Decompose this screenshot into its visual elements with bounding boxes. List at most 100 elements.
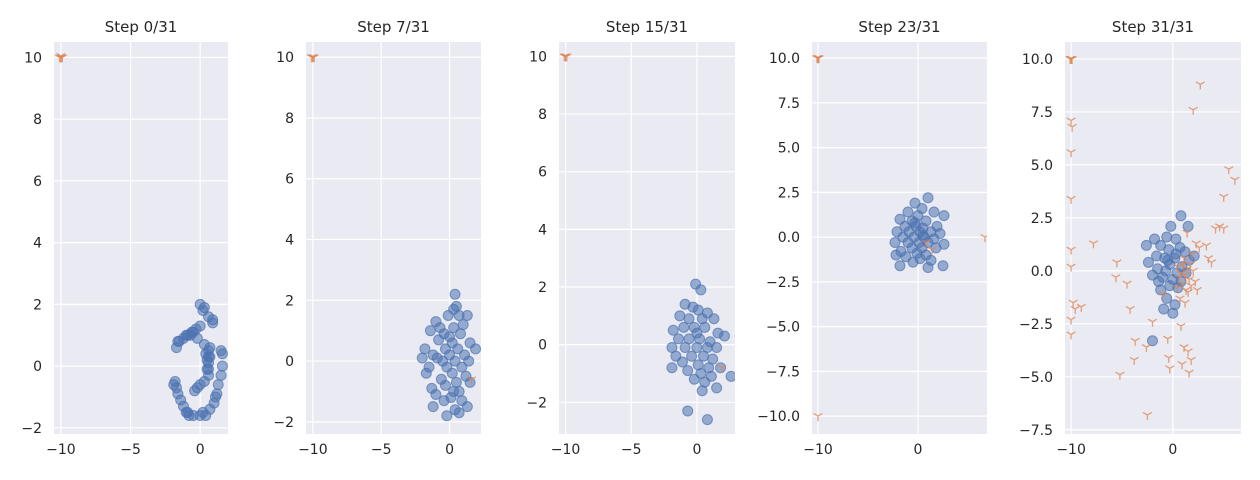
data-point [1167, 307, 1179, 319]
data-point [1068, 299, 1078, 308]
data-point [1192, 287, 1202, 296]
data-point [1125, 306, 1135, 315]
data-point [207, 314, 219, 326]
x-tick-label: −5 [621, 442, 642, 458]
data-point [454, 328, 466, 340]
data-point [1112, 259, 1122, 268]
data-point [452, 343, 464, 355]
data-point [424, 325, 436, 337]
data-point [56, 52, 66, 62]
data-point [667, 324, 679, 336]
data-point [1066, 331, 1076, 340]
data-point [937, 260, 949, 272]
data-point [1147, 318, 1158, 327]
y-tick-label: 0.0 [778, 230, 800, 246]
data-point [306, 54, 317, 63]
x-tick-label: 0 [914, 442, 923, 458]
data-point [433, 334, 445, 346]
y-tick-label: −2.5 [1019, 317, 1053, 333]
y-tick-label: 2.5 [778, 185, 800, 201]
data-point [686, 350, 698, 362]
data-point [1164, 354, 1174, 363]
data-point [1140, 239, 1152, 251]
data-point [1158, 291, 1168, 300]
data-point [438, 395, 450, 407]
data-point [717, 364, 727, 373]
data-point [938, 210, 950, 222]
data-point [461, 401, 473, 413]
data-point [902, 206, 914, 218]
data-point [1184, 369, 1194, 378]
y-tick-label: 4 [33, 236, 42, 252]
data-point [1163, 335, 1173, 344]
data-point [1088, 240, 1099, 249]
data-point [1201, 242, 1211, 251]
data-point [466, 376, 476, 385]
panel-2: −10 −5 0 −2 0 2 4 6 8 10 Step 7/31 [273, 18, 481, 458]
data-point [889, 236, 901, 248]
data-point [682, 365, 694, 377]
y-tick-label: −2.5 [766, 275, 800, 291]
x-tick-label: −10 [1056, 442, 1086, 458]
y-tick-label: 2 [538, 280, 547, 296]
y-tick-label: 0 [285, 354, 294, 370]
data-point [1065, 56, 1075, 65]
data-point [203, 363, 215, 375]
data-point [1182, 229, 1192, 238]
y-tick-label: 10 [529, 49, 547, 65]
data-point [1129, 356, 1139, 365]
data-point [1161, 292, 1173, 304]
data-point [907, 256, 919, 268]
y-tick-label: 8 [538, 107, 547, 123]
data-point [1194, 244, 1204, 253]
x-tick-label: −10 [803, 442, 833, 458]
panel-1: −10 −5 0 −2 0 2 4 6 8 10 Step 0/31 [21, 18, 228, 458]
y-tick-label: 8 [285, 111, 294, 127]
plot-area [54, 42, 228, 434]
data-point [1170, 248, 1182, 260]
data-point [922, 192, 934, 204]
data-point [1175, 210, 1187, 222]
data-point [1161, 231, 1173, 243]
data-point [1186, 356, 1196, 365]
data-point [666, 362, 678, 374]
data-point [1219, 193, 1229, 202]
data-point [441, 410, 453, 422]
data-point [1165, 220, 1177, 232]
data-point [1066, 263, 1076, 272]
data-point [1142, 256, 1154, 268]
data-point [470, 343, 481, 355]
data-point [1165, 365, 1175, 374]
data-point [1066, 246, 1076, 255]
data-point [204, 342, 216, 354]
y-tick-label: −2 [273, 415, 294, 431]
data-point [701, 414, 713, 426]
data-point [1066, 149, 1076, 158]
data-point [1184, 276, 1194, 285]
y-tick-label: 5.0 [778, 141, 800, 157]
data-point [1141, 344, 1151, 353]
panel-5: −10 0 −7.5 −5.0 −2.5 0.0 2.5 5.0 7.5 10.0 Step 31/… [1019, 18, 1241, 458]
data-point [1219, 225, 1229, 234]
data-point [1115, 371, 1125, 380]
x-tick-label: 0 [196, 442, 205, 458]
data-point [1146, 335, 1158, 347]
data-point [442, 309, 454, 321]
data-point [927, 246, 937, 255]
y-tick-label: 10.0 [769, 51, 800, 67]
y-tick-label: −5.0 [766, 320, 800, 336]
data-point [1190, 278, 1200, 287]
data-point [449, 288, 461, 300]
data-point [197, 406, 209, 418]
data-point [1188, 106, 1198, 115]
data-point [215, 345, 227, 357]
y-tick-label: 4 [285, 233, 294, 249]
data-point [708, 313, 720, 325]
data-point [450, 376, 462, 388]
data-point [168, 379, 180, 391]
panel-title: Step 0/31 [105, 18, 178, 36]
data-point [1185, 261, 1195, 270]
data-point [673, 333, 685, 345]
data-point [696, 385, 708, 397]
data-point [463, 355, 475, 367]
